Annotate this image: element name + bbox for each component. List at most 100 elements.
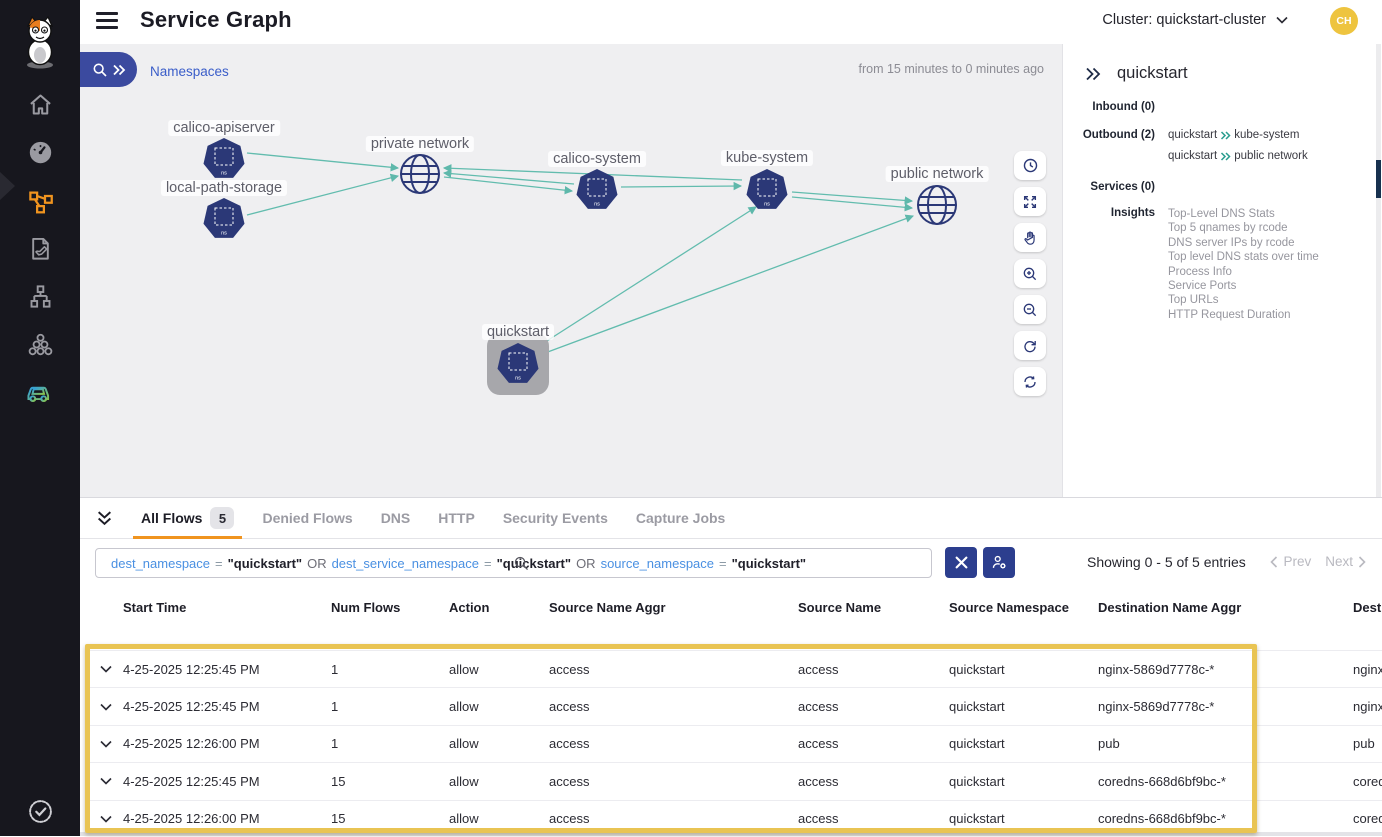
pan-button[interactable] xyxy=(1014,223,1046,252)
query-or: OR xyxy=(307,555,327,571)
horizontal-scrollbar[interactable] xyxy=(80,832,1382,836)
cluster-selector[interactable]: Cluster: quickstart-cluster xyxy=(1102,12,1288,28)
prev-button[interactable]: Prev xyxy=(1270,554,1311,569)
fit-screen-button[interactable] xyxy=(1014,187,1046,216)
zoom-out-button[interactable] xyxy=(1014,295,1046,324)
node-public-network[interactable] xyxy=(915,183,959,227)
node-quickstart[interactable]: ns xyxy=(496,342,540,386)
insight-link[interactable]: Top-Level DNS Stats xyxy=(1168,208,1275,220)
active-item-wedge xyxy=(0,172,15,200)
col-source-name-aggr[interactable]: Source Name Aggr xyxy=(549,600,666,615)
svg-text:ns: ns xyxy=(764,202,770,208)
node-label: public network xyxy=(885,166,989,182)
flow-arrow-icon xyxy=(1221,151,1231,161)
details-title: quickstart xyxy=(1117,64,1188,82)
col-dest-name-aggr[interactable]: Destination Name Aggr xyxy=(1098,600,1242,615)
insights-label: Insights xyxy=(1110,207,1155,219)
col-dest-name[interactable]: Destination Name xyxy=(1353,600,1382,615)
details-scrollbar-thumb[interactable] xyxy=(1376,160,1381,198)
prev-label: Prev xyxy=(1283,554,1312,569)
dashboard-icon[interactable] xyxy=(0,139,80,166)
collapse-flows-button[interactable] xyxy=(96,510,113,527)
query-field: dest_namespace xyxy=(111,555,211,571)
next-label: Next xyxy=(1325,554,1353,569)
tab-capture-jobs[interactable]: Capture Jobs xyxy=(622,498,739,539)
policies-icon[interactable] xyxy=(0,235,80,262)
cell-source-name: access xyxy=(798,773,839,789)
cell-action: allow xyxy=(449,773,479,789)
column-customize-button[interactable] xyxy=(983,547,1015,578)
node-calico-apiserver[interactable]: ns xyxy=(202,137,246,181)
expand-row-icon[interactable] xyxy=(99,740,112,748)
clear-filter-button[interactable] xyxy=(945,547,977,578)
collapse-panel-icon[interactable] xyxy=(1085,67,1101,81)
tab-denied-flows[interactable]: Denied Flows xyxy=(248,498,366,539)
cell-dest-name-aggr: pub xyxy=(1098,736,1120,752)
col-source-namespace[interactable]: Source Namespace xyxy=(949,600,1069,615)
insight-link[interactable]: DNS server IPs by rcode xyxy=(1168,236,1295,249)
expand-row-icon[interactable] xyxy=(99,815,112,823)
expand-row-icon[interactable] xyxy=(99,777,112,785)
node-private-network[interactable] xyxy=(398,152,442,196)
compliance-badge-icon[interactable] xyxy=(0,797,80,826)
node-local-path-storage[interactable]: ns xyxy=(202,197,246,241)
flows-panel: All Flows 5 Denied Flows DNS HTTP Securi… xyxy=(80,497,1382,836)
node-calico-system[interactable]: ns xyxy=(575,168,619,212)
tab-http[interactable]: HTTP xyxy=(424,498,489,539)
search-icon xyxy=(93,63,107,77)
cell-action: allow xyxy=(449,699,479,715)
endpoints-icon[interactable] xyxy=(0,331,80,358)
tab-all-flows[interactable]: All Flows 5 xyxy=(127,498,248,539)
col-num-flows[interactable]: Num Flows xyxy=(331,600,401,615)
cell-dest-name: nginx-5869d7778c-* xyxy=(1353,661,1382,677)
cell-source-namespace: quickstart xyxy=(949,773,1005,789)
next-button[interactable]: Next xyxy=(1325,554,1366,569)
undo-layout-button[interactable] xyxy=(1014,331,1046,360)
insight-link[interactable]: HTTP Request Duration xyxy=(1168,308,1291,321)
table-row[interactable]: 4-25-2025 12:25:45 PM 15 allow access ac… xyxy=(88,762,1382,799)
avatar[interactable]: CH xyxy=(1330,7,1358,35)
col-action[interactable]: Action xyxy=(449,600,490,615)
svg-text:ns: ns xyxy=(221,231,227,237)
refresh-button[interactable] xyxy=(1014,367,1046,396)
breadcrumb-namespaces[interactable]: Namespaces xyxy=(150,64,229,79)
insight-link[interactable]: Top 5 qnames by rcode xyxy=(1168,222,1288,235)
user-gear-icon xyxy=(992,555,1006,569)
time-settings-button[interactable] xyxy=(1014,151,1046,180)
insight-link[interactable]: Process Info xyxy=(1168,265,1232,278)
insight-link[interactable]: Service Ports xyxy=(1168,280,1237,293)
outbound-item[interactable]: quickstart public network xyxy=(1168,150,1308,162)
service-graph-canvas[interactable]: Namespaces from 15 minutes to 0 minutes … xyxy=(80,44,1062,497)
table-row[interactable]: 4-25-2025 12:26:00 PM 15 allow access ac… xyxy=(88,799,1382,837)
car-icon[interactable] xyxy=(0,377,80,405)
graph-search-pill[interactable] xyxy=(80,52,137,87)
query-value: "quickstart" xyxy=(227,555,303,571)
tab-security-events[interactable]: Security Events xyxy=(489,498,622,539)
table-row[interactable]: 4-25-2025 12:25:45 PM 1 allow access acc… xyxy=(88,650,1382,687)
page-title: Service Graph xyxy=(140,7,292,32)
table-row[interactable]: 4-25-2025 12:25:45 PM 1 allow access acc… xyxy=(88,687,1382,724)
table-row[interactable]: 4-25-2025 12:26:00 PM 1 allow access acc… xyxy=(88,724,1382,762)
expand-row-icon[interactable] xyxy=(99,665,112,673)
insight-link[interactable]: Top level DNS stats over time xyxy=(1168,251,1319,264)
network-tree-icon[interactable] xyxy=(0,283,80,310)
service-graph-icon[interactable] xyxy=(0,187,80,214)
menu-icon[interactable] xyxy=(96,12,118,30)
cell-dest-name: nginx-5869d7778c-* xyxy=(1353,699,1382,715)
tab-dns[interactable]: DNS xyxy=(367,498,425,539)
expand-row-icon[interactable] xyxy=(99,703,112,711)
cell-source-name: access xyxy=(798,736,839,752)
insight-link[interactable]: Top URLs xyxy=(1168,294,1219,307)
col-source-name[interactable]: Source Name xyxy=(798,600,882,615)
search-icon[interactable] xyxy=(513,555,530,572)
node-label: calico-system xyxy=(548,151,646,167)
details-scrollbar-track[interactable] xyxy=(1376,44,1381,497)
col-start-time[interactable]: Start Time xyxy=(123,600,187,615)
cell-source-namespace: quickstart xyxy=(949,736,1005,752)
node-kube-system[interactable]: ns xyxy=(745,168,789,212)
undo-icon xyxy=(1024,340,1036,352)
home-icon[interactable] xyxy=(0,91,80,118)
zoom-in-button[interactable] xyxy=(1014,259,1046,288)
filter-query-input[interactable]: dest_namespace = "quickstart" OR dest_se… xyxy=(95,548,932,578)
outbound-item[interactable]: quickstart kube-system xyxy=(1168,129,1308,141)
